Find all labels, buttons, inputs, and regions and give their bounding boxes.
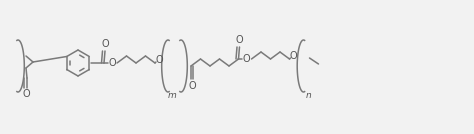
Text: O: O xyxy=(22,89,30,99)
Text: O: O xyxy=(155,55,163,65)
Text: O: O xyxy=(290,51,297,61)
Text: O: O xyxy=(236,35,243,45)
Text: O: O xyxy=(243,54,250,64)
Text: n: n xyxy=(306,90,311,100)
Text: O: O xyxy=(188,81,196,91)
Text: O: O xyxy=(101,39,109,49)
Text: m: m xyxy=(168,90,176,100)
Text: O: O xyxy=(108,58,116,68)
